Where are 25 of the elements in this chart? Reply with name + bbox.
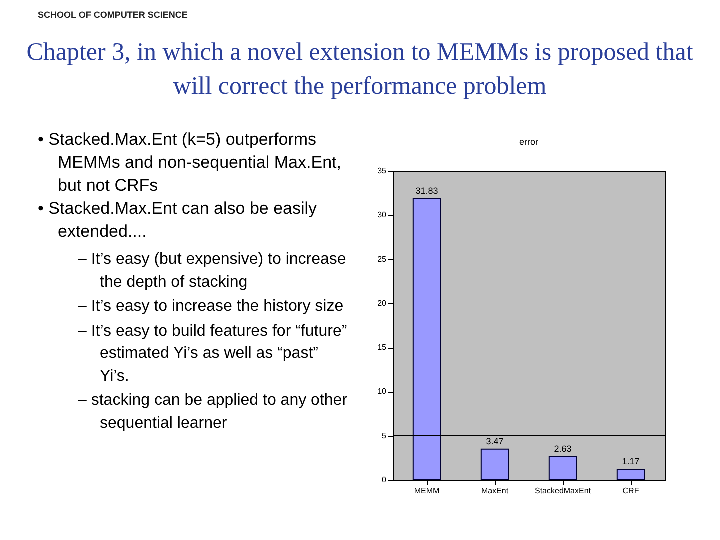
x-tick-label: StackedMaxEnt — [534, 486, 592, 496]
chart-subtitle: error — [519, 137, 539, 147]
y-tick-label: 25 — [378, 254, 388, 264]
text: – It’s easy (but expensive) to increase the depth of stacking — [77, 250, 348, 292]
text: – It’s easy to build features for “future” estimated Yi’s as well as “past” Yi’s. — [77, 322, 348, 386]
y-tick-label: 30 — [378, 210, 388, 220]
x-tick-label: MEMM — [414, 486, 440, 496]
text: – It’s easy to increase the history size — [77, 297, 345, 317]
chart-title: Chapter 3, in which a novel extension to MEMMs is proposed that will correct the performance problem — [26, 38, 694, 102]
data-label: 31.83 — [416, 186, 438, 196]
text: • Stacked.Max.Ent (k=5) outperforms MEMMs and non-sequential Max.Ent, but not CRFs — [38, 129, 342, 197]
data-label: 3.47 — [486, 436, 504, 446]
text: • Stacked.Max.Ent can also be easily extended.... — [38, 198, 318, 243]
data-label: 2.63 — [554, 444, 572, 454]
data-label: 1.17 — [622, 456, 640, 467]
y-tick-label: 10 — [378, 387, 388, 396]
text: – stacking can be applied to any other sequential learner — [77, 391, 348, 434]
y-tick-label: 15 — [378, 343, 388, 352]
text: SCHOOL OF COMPUTER SCIENCE — [38, 10, 188, 20]
y-tick-label: 0 — [382, 476, 388, 484]
y-tick-label: 20 — [378, 298, 388, 308]
y-tick-label: 5 — [382, 431, 388, 440]
x-tick-label: MaxEnt — [481, 486, 510, 496]
y-tick-label: 35 — [378, 166, 388, 176]
x-tick-label: CRF — [622, 486, 640, 496]
